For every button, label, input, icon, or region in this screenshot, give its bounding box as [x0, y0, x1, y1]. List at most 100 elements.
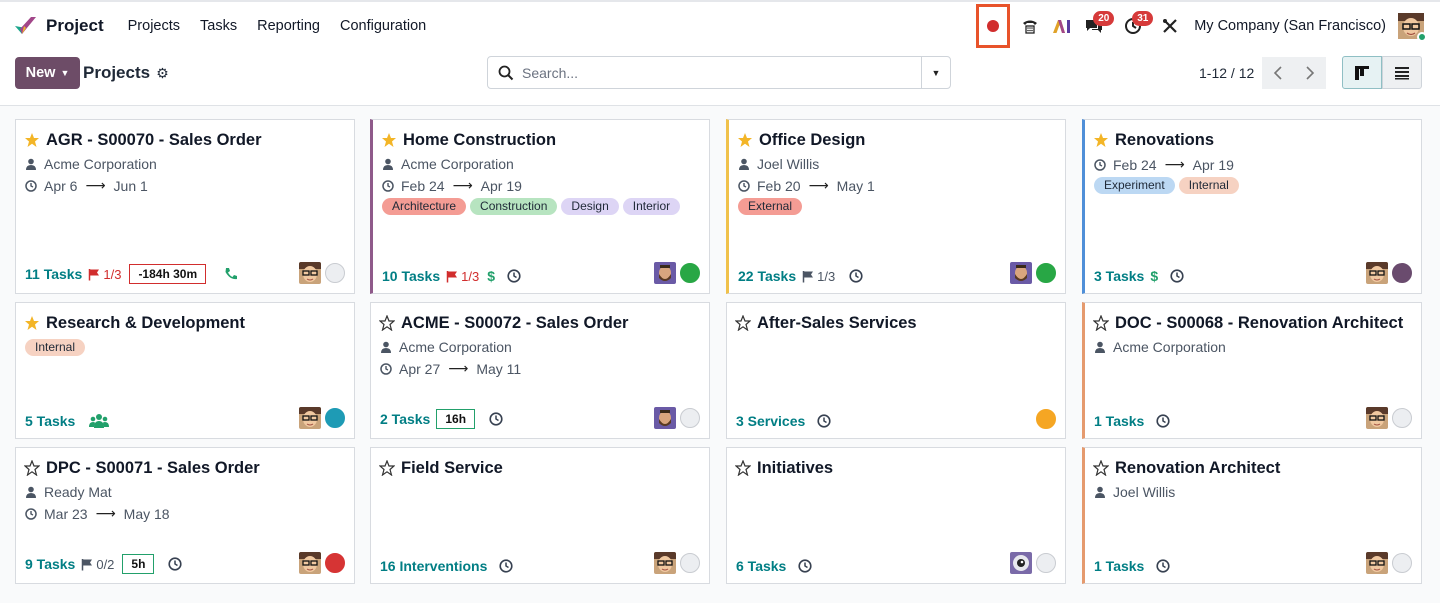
assignee-avatar[interactable]	[1010, 552, 1032, 574]
project-title[interactable]: AGR - S00070 - Sales Order	[46, 131, 262, 149]
assignee-avatar[interactable]	[299, 262, 321, 284]
menu-configuration[interactable]: Configuration	[339, 18, 427, 34]
status-indicator[interactable]	[325, 553, 345, 573]
pager-next-button[interactable]	[1294, 57, 1326, 89]
activity-systray-button[interactable]: 31	[1118, 11, 1154, 41]
search-input[interactable]	[522, 64, 902, 81]
favorite-star-icon[interactable]	[1093, 132, 1109, 148]
pager-previous-button[interactable]	[1262, 57, 1294, 89]
tasks-link[interactable]: 3 Tasks	[1094, 268, 1145, 284]
activity-clock-icon[interactable]	[1170, 269, 1184, 283]
project-title[interactable]: Field Service	[401, 459, 503, 477]
activity-clock-icon[interactable]	[168, 557, 183, 571]
assignee-avatar[interactable]	[654, 552, 676, 574]
pager-value[interactable]: 1-12 / 12	[1199, 65, 1255, 81]
phone-systray-button[interactable]	[1015, 11, 1045, 41]
project-title[interactable]: Home Construction	[403, 131, 557, 149]
search-options-toggle[interactable]: ▼	[921, 57, 950, 88]
favorite-star-icon[interactable]	[1093, 315, 1109, 331]
settings-tools-button[interactable]	[1155, 11, 1185, 41]
project-title[interactable]: After-Sales Services	[757, 314, 917, 332]
assignee-avatar[interactable]	[654, 407, 676, 429]
tasks-link[interactable]: 16 Interventions	[380, 558, 488, 574]
app-brand[interactable]: Project	[14, 14, 104, 38]
activity-clock-icon[interactable]	[849, 269, 863, 283]
project-title[interactable]: ACME - S00072 - Sales Order	[401, 314, 629, 332]
status-indicator[interactable]	[1392, 408, 1412, 428]
project-title[interactable]: Renovation Architect	[1115, 459, 1281, 477]
favorite-star-icon[interactable]	[24, 315, 40, 331]
status-indicator[interactable]	[680, 263, 700, 283]
record-button[interactable]	[976, 4, 1011, 48]
ai-systray-button[interactable]: AI	[1047, 11, 1077, 41]
project-title[interactable]: Renovations	[1115, 131, 1215, 149]
project-title[interactable]: Research & Development	[46, 314, 245, 332]
assignee-avatar[interactable]	[299, 407, 321, 429]
status-indicator[interactable]	[325, 263, 345, 283]
tasks-link[interactable]: 10 Tasks	[382, 268, 441, 284]
kanban-view-button[interactable]	[1342, 56, 1382, 89]
activity-clock-icon[interactable]	[507, 269, 521, 283]
favorite-star-icon[interactable]	[379, 460, 395, 476]
menu-reporting[interactable]: Reporting	[257, 18, 320, 34]
project-title[interactable]: Office Design	[759, 131, 866, 149]
project-card[interactable]: Renovation Architect Joel Willis 1 Tasks	[1082, 447, 1422, 584]
project-card[interactable]: Office Design Joel Willis Feb 20 ⟶ May 1 Exte…	[726, 119, 1066, 294]
favorite-star-icon[interactable]	[379, 315, 395, 331]
assignee-avatar[interactable]	[654, 262, 676, 284]
status-indicator[interactable]	[1036, 409, 1056, 429]
project-card[interactable]: DOC - S00068 - Renovation Architect Acme …	[1082, 302, 1422, 439]
tasks-link[interactable]: 9 Tasks	[25, 556, 76, 572]
assignee-avatar[interactable]	[1366, 262, 1388, 284]
favorite-star-icon[interactable]	[1093, 460, 1109, 476]
messages-systray-button[interactable]: 20	[1079, 11, 1115, 41]
project-title[interactable]: DPC - S00071 - Sales Order	[46, 459, 260, 477]
project-card[interactable]: Home Construction Acme Corporation Feb 24 ⟶…	[370, 119, 710, 294]
project-card[interactable]: DPC - S00071 - Sales Order Ready Mat Mar 2…	[15, 447, 355, 584]
project-card[interactable]: ACME - S00072 - Sales Order Acme Corporat…	[370, 302, 710, 439]
activity-clock-icon[interactable]	[798, 559, 812, 573]
assignee-avatar[interactable]	[1010, 262, 1032, 284]
tasks-link[interactable]: 1 Tasks	[1094, 413, 1145, 429]
menu-tasks[interactable]: Tasks	[200, 18, 238, 34]
activity-clock-icon[interactable]	[1156, 559, 1170, 573]
user-avatar[interactable]	[1398, 13, 1427, 42]
assignee-avatar[interactable]	[1366, 552, 1388, 574]
project-title[interactable]: DOC - S00068 - Renovation Architect	[1115, 314, 1404, 332]
favorite-star-icon[interactable]	[381, 132, 397, 148]
favorite-star-icon[interactable]	[735, 315, 751, 331]
status-indicator[interactable]	[1392, 263, 1412, 283]
status-indicator[interactable]	[1036, 553, 1056, 573]
favorite-star-icon[interactable]	[24, 460, 40, 476]
favorite-star-icon[interactable]	[737, 132, 753, 148]
gear-icon[interactable]: ⚙	[156, 64, 169, 81]
assignee-avatar[interactable]	[1366, 407, 1388, 429]
tasks-link[interactable]: 3 Services	[736, 413, 806, 429]
project-card[interactable]: Initiatives 6 Tasks	[726, 447, 1066, 584]
project-card[interactable]: After-Sales Services 3 Services	[726, 302, 1066, 439]
activity-clock-icon[interactable]	[489, 412, 503, 426]
project-title[interactable]: Initiatives	[757, 459, 834, 477]
tasks-link[interactable]: 22 Tasks	[738, 268, 797, 284]
list-view-button[interactable]	[1382, 56, 1422, 89]
favorite-star-icon[interactable]	[735, 460, 751, 476]
activity-clock-icon[interactable]	[817, 414, 831, 428]
favorite-star-icon[interactable]	[24, 132, 40, 148]
project-card[interactable]: Renovations Feb 24 ⟶ Apr 19 Experiment Intern…	[1082, 119, 1422, 294]
tasks-link[interactable]: 11 Tasks	[25, 266, 83, 282]
activity-clock-icon[interactable]	[1156, 414, 1170, 428]
assignee-avatar[interactable]	[299, 552, 321, 574]
status-indicator[interactable]	[1036, 263, 1056, 283]
project-card[interactable]: Field Service 16 Interventions	[370, 447, 710, 584]
project-card[interactable]: Research & Development Internal 5 Tasks	[15, 302, 355, 439]
new-button[interactable]: New ▼	[15, 57, 80, 89]
project-card[interactable]: AGR - S00070 - Sales Order Acme Corporati…	[15, 119, 355, 294]
activity-clock-icon[interactable]	[499, 559, 513, 573]
menu-projects[interactable]: Projects	[127, 18, 181, 34]
company-switcher[interactable]: My Company (San Francisco)	[1194, 18, 1386, 34]
tasks-link[interactable]: 2 Tasks	[380, 411, 431, 427]
tasks-link[interactable]: 6 Tasks	[736, 558, 787, 574]
tasks-link[interactable]: 5 Tasks	[25, 413, 76, 429]
status-indicator[interactable]	[680, 553, 700, 573]
tasks-link[interactable]: 1 Tasks	[1094, 558, 1145, 574]
